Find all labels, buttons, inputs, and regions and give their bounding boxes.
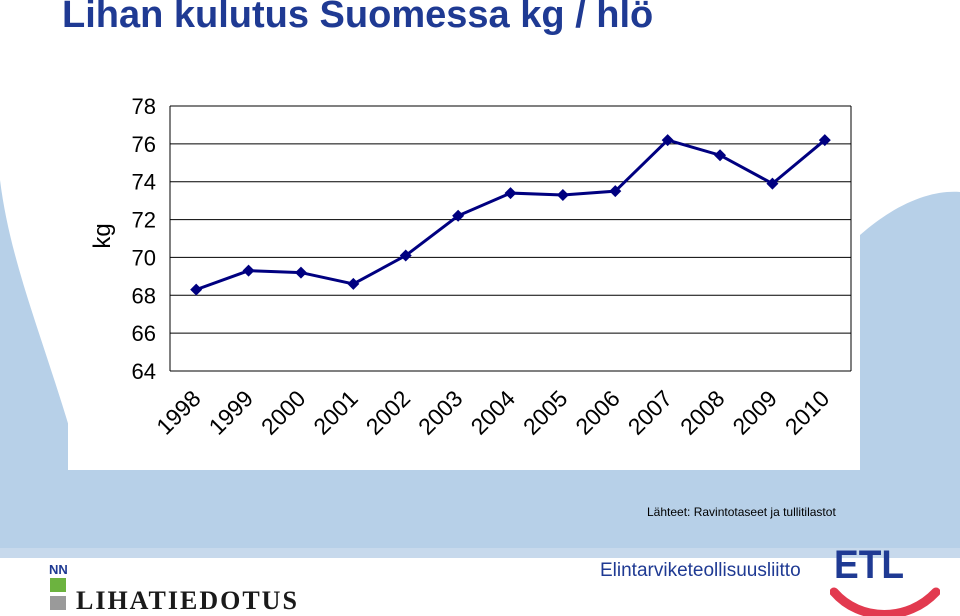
footer-band — [0, 548, 960, 558]
x-tick-label: 2001 — [308, 385, 363, 440]
axes — [169, 106, 852, 372]
data-point-marker — [190, 283, 203, 296]
grid-lines — [170, 105, 851, 372]
y-tick-label: 74 — [132, 170, 156, 195]
series — [190, 134, 831, 296]
y-tick-label: 68 — [132, 283, 156, 308]
etl-logo-icon: ETL — [830, 548, 940, 616]
data-point-marker — [347, 277, 360, 290]
x-tick-label: 2007 — [623, 385, 678, 440]
x-tick-label: 1999 — [204, 385, 259, 440]
data-point-marker — [609, 185, 622, 198]
green-square-icon — [50, 578, 66, 592]
y-tick-label: 78 — [132, 94, 156, 119]
data-point-marker — [714, 149, 727, 162]
y-tick-label: 66 — [132, 321, 156, 346]
x-tick-label: 2003 — [413, 385, 468, 440]
background-blue-shape — [0, 180, 960, 548]
x-tick-labels: 1998199920002001200220032004200520062007… — [151, 385, 834, 440]
x-tick-label: 2004 — [465, 385, 520, 440]
y-tick-label: 76 — [132, 132, 156, 157]
gray-square-icon — [50, 596, 66, 610]
data-point-marker — [818, 134, 831, 147]
x-tick-label: 1998 — [151, 385, 206, 440]
x-tick-label: 2005 — [518, 385, 573, 440]
source-note: Lähteet: Ravintotaseet ja tullitilastot — [647, 505, 836, 519]
data-point-marker — [399, 249, 412, 262]
x-tick-label: 2006 — [570, 385, 625, 440]
etl-organization-name: Elintarviketeollisuusliitto — [600, 560, 801, 581]
nn-label: NN — [49, 562, 68, 577]
x-tick-label: 2002 — [361, 385, 416, 440]
data-point-marker — [556, 188, 569, 201]
data-point-marker — [294, 266, 307, 279]
x-tick-label: 2009 — [727, 385, 782, 440]
lihatiedotus-logo-text: LIHATIEDOTUS — [76, 586, 299, 615]
y-axis-label: kg — [89, 223, 116, 248]
x-tick-label: 2010 — [780, 385, 835, 440]
x-tick-label: 2008 — [675, 385, 730, 440]
series-line — [195, 138, 826, 292]
data-point-marker — [504, 187, 517, 200]
x-tick-label: 2000 — [256, 385, 311, 440]
y-tick-label: 64 — [132, 359, 156, 384]
y-tick-label: 70 — [132, 245, 156, 270]
data-point-marker — [452, 209, 465, 222]
data-point-marker — [766, 177, 779, 190]
y-tick-label: 72 — [132, 208, 156, 233]
data-point-marker — [242, 264, 255, 277]
chart-area-panel — [68, 92, 860, 470]
data-point-marker — [661, 134, 674, 147]
y-tick-labels: 64 66 68 70 72 74 76 78 — [132, 94, 156, 384]
page-title: Lihan kulutus Suomessa kg / hlö — [62, 0, 654, 36]
etl-logo-letters: ETL — [834, 548, 904, 587]
